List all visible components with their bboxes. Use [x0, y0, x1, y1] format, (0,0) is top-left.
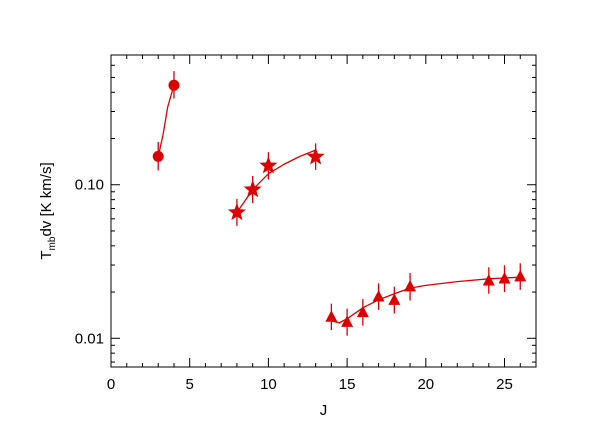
y-axis-label-subscript: mb [47, 236, 58, 250]
data-point [227, 202, 246, 221]
data-point [325, 310, 338, 322]
data-point [388, 293, 401, 305]
plot-frame [110, 54, 537, 368]
x-axis-label: J [320, 402, 328, 419]
y-axis-label: Tmbdv [K km/s] [38, 162, 58, 259]
x-tick-label: 25 [496, 376, 513, 393]
x-tick-label: 10 [260, 376, 277, 393]
data-point [498, 272, 511, 284]
data-point [372, 290, 385, 302]
data-point [356, 305, 369, 318]
data-point [514, 269, 527, 282]
data-point [243, 180, 262, 198]
data-point [306, 147, 325, 165]
y-axis-label-rest: dv [K km/s] [38, 162, 55, 236]
series-triangle [325, 263, 527, 336]
data-point [341, 315, 354, 327]
x-tick-label: 0 [107, 376, 115, 393]
x-tick-label: 5 [186, 376, 194, 393]
y-tick-label: 0.01 [75, 330, 104, 347]
y-axis-label-main: T [38, 250, 55, 259]
series-fit-line [236, 149, 316, 213]
series-star [227, 143, 325, 226]
data-point [482, 273, 495, 286]
series-circle [152, 71, 180, 171]
axis-ticks: 0 5 10 15 20 25 0.01 0.10 [75, 55, 536, 393]
y-tick-label: 0.10 [75, 177, 104, 194]
series-fit-line [157, 85, 175, 157]
x-tick-label: 20 [417, 376, 434, 393]
data-point [259, 156, 278, 174]
data-point [152, 150, 164, 162]
series-layer [152, 71, 527, 336]
data-point [404, 279, 417, 292]
x-tick-label: 15 [339, 376, 356, 393]
data-point [168, 79, 180, 91]
plot-area [110, 54, 537, 368]
